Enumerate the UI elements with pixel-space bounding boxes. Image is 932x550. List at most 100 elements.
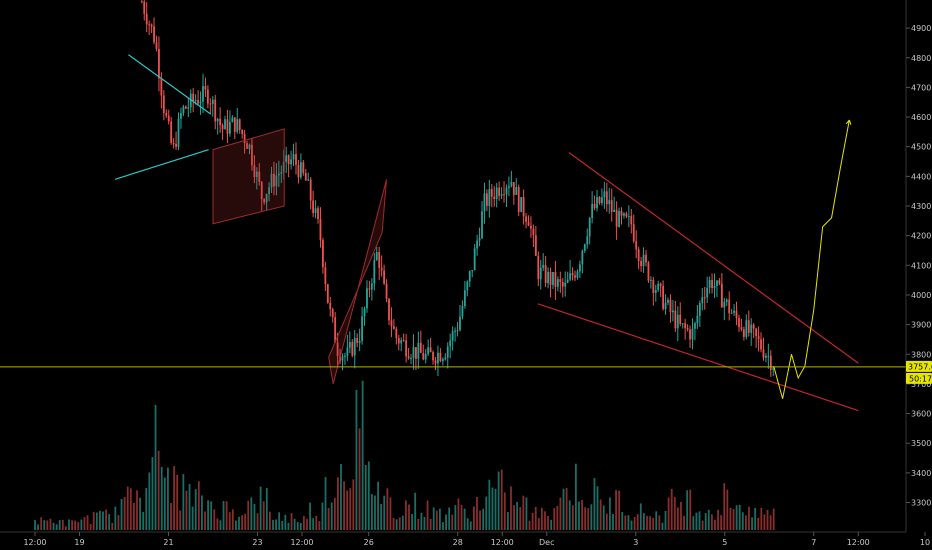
candle-down bbox=[615, 209, 618, 227]
candle-down bbox=[140, 1, 143, 3]
volume-bar bbox=[463, 508, 466, 530]
candle-up bbox=[552, 271, 554, 285]
candle-up bbox=[613, 209, 616, 212]
price-axis[interactable]: 3300.0 3400.0 3500.0 3600.0 3700.0 3800.0 3900… bbox=[905, 0, 932, 532]
volume-bar bbox=[528, 520, 531, 530]
volume-bar bbox=[531, 512, 534, 530]
volume-bar bbox=[34, 519, 36, 530]
candle-down bbox=[490, 189, 493, 197]
trendline-drawing bbox=[114, 149, 209, 180]
candle-down bbox=[686, 328, 689, 330]
candle-down bbox=[356, 337, 359, 343]
candle-up bbox=[202, 86, 204, 102]
candle-down bbox=[143, 1, 146, 14]
candle-down bbox=[429, 347, 432, 353]
candle-up bbox=[495, 187, 498, 200]
candle-up bbox=[314, 208, 317, 214]
volume-bar bbox=[417, 518, 420, 530]
volume-bar bbox=[534, 506, 537, 530]
time-tick-label: 10 bbox=[920, 538, 930, 547]
volume-bar bbox=[86, 515, 89, 530]
volume-bar bbox=[608, 497, 611, 530]
volume-bar bbox=[485, 496, 488, 530]
volume-bar bbox=[386, 488, 389, 530]
candle-up bbox=[194, 100, 197, 102]
volume-bar bbox=[188, 484, 191, 530]
volume-bar bbox=[281, 520, 284, 530]
volume-bar bbox=[510, 486, 512, 530]
candle-down bbox=[610, 200, 613, 212]
volume-bar bbox=[380, 504, 383, 530]
price-badge-background bbox=[906, 360, 932, 372]
candle-up bbox=[681, 323, 684, 325]
candle-up bbox=[772, 368, 775, 370]
volume-bar bbox=[148, 472, 151, 530]
volume-bar bbox=[108, 514, 111, 530]
candle-down bbox=[238, 119, 241, 131]
candle-up bbox=[468, 271, 471, 282]
volume-bar bbox=[680, 501, 682, 530]
time-tick-label: 12:00 bbox=[491, 538, 514, 547]
volume-bar bbox=[544, 511, 546, 530]
volume-bar bbox=[151, 457, 154, 530]
candle-down bbox=[302, 162, 305, 174]
volume-bar bbox=[228, 512, 231, 530]
volume-bar bbox=[210, 501, 213, 530]
volume-bar bbox=[213, 509, 216, 530]
candle-up bbox=[358, 340, 361, 343]
candle-down bbox=[397, 338, 400, 344]
candle-down bbox=[422, 352, 425, 360]
candle-down bbox=[635, 241, 638, 250]
volume-bar bbox=[435, 510, 438, 530]
price-tick-label: 3300.0 bbox=[911, 499, 932, 508]
candle-up bbox=[694, 323, 696, 329]
projection-path bbox=[773, 119, 850, 399]
volume-bar bbox=[173, 466, 175, 530]
candle-up bbox=[569, 273, 572, 280]
volume-bar bbox=[423, 516, 426, 530]
volume-bar bbox=[145, 487, 148, 530]
candle-up bbox=[642, 254, 645, 267]
volume-bar bbox=[117, 515, 120, 530]
candle-down bbox=[402, 340, 405, 342]
candle-down bbox=[561, 281, 564, 287]
time-axis[interactable]: 12:0019212312:00262812:00Dec35712:001012… bbox=[0, 531, 932, 547]
volume-bar bbox=[275, 519, 277, 530]
candle-up bbox=[441, 359, 444, 362]
candle-down bbox=[329, 302, 332, 310]
volume-bar bbox=[182, 474, 185, 530]
candle-up bbox=[520, 197, 523, 212]
volume-bar bbox=[754, 507, 757, 530]
price-tick-label: 4000.0 bbox=[911, 291, 932, 300]
volume-bar bbox=[68, 519, 70, 530]
volume-bar bbox=[157, 450, 160, 530]
candle-down bbox=[522, 197, 525, 217]
volume-bar bbox=[723, 483, 726, 530]
volume-bar bbox=[95, 512, 98, 530]
drawing-annotations[interactable] bbox=[114, 54, 859, 412]
candle-up bbox=[547, 271, 549, 284]
candle-down bbox=[742, 329, 745, 337]
candle-down bbox=[226, 119, 229, 134]
volume-bar bbox=[163, 477, 166, 530]
candle-up bbox=[601, 197, 603, 204]
volume-bar bbox=[686, 490, 689, 530]
candle-up bbox=[664, 302, 667, 310]
volume-bar bbox=[58, 520, 61, 530]
volume-bar bbox=[513, 505, 515, 530]
candle-down bbox=[544, 265, 547, 284]
candle-down bbox=[153, 26, 155, 43]
candle-up bbox=[723, 301, 726, 308]
volume-bar bbox=[327, 507, 330, 530]
volume-bar bbox=[438, 508, 441, 530]
candle-up bbox=[461, 305, 464, 317]
candle-down bbox=[241, 130, 244, 134]
volume-bar bbox=[624, 515, 627, 530]
volume-bar bbox=[133, 503, 135, 530]
volume-bar bbox=[445, 514, 447, 530]
volume-bar bbox=[442, 522, 444, 530]
candle-down bbox=[334, 317, 337, 343]
candle-down bbox=[326, 284, 329, 303]
